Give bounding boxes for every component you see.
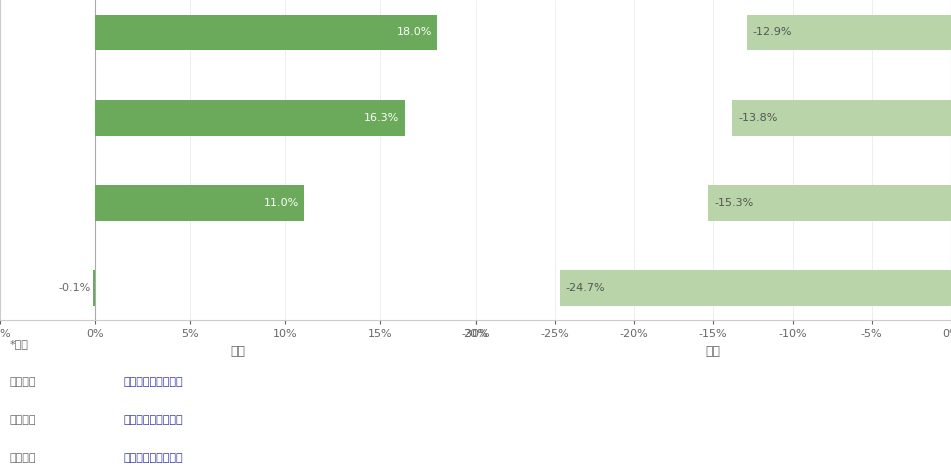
Text: 恆生綜合小型股指數: 恆生綜合小型股指數 xyxy=(124,453,184,463)
Text: -15.3%: -15.3% xyxy=(715,198,754,208)
Text: 中型股：: 中型股： xyxy=(10,415,36,425)
Text: 恆生綜合中型股指數: 恆生綜合中型股指數 xyxy=(124,415,184,425)
Text: -13.8%: -13.8% xyxy=(739,113,778,123)
Bar xyxy=(95,185,304,221)
Bar xyxy=(747,15,951,50)
Text: -24.7%: -24.7% xyxy=(566,283,606,293)
X-axis label: 變動: 變動 xyxy=(230,345,245,358)
X-axis label: 變動: 變動 xyxy=(706,345,721,358)
Bar xyxy=(93,270,95,306)
Bar xyxy=(95,100,405,135)
Text: 大型股：: 大型股： xyxy=(10,377,36,387)
Text: 16.3%: 16.3% xyxy=(364,113,399,123)
Bar xyxy=(95,15,437,50)
Text: 小型股：: 小型股： xyxy=(10,453,36,463)
Bar xyxy=(732,100,951,135)
Text: 恆生綜合大型股指數: 恆生綜合大型股指數 xyxy=(124,377,184,387)
Text: *注：: *注： xyxy=(10,339,29,349)
Text: -12.9%: -12.9% xyxy=(753,27,792,37)
Text: -0.1%: -0.1% xyxy=(58,283,90,293)
Bar xyxy=(708,185,951,221)
Text: 11.0%: 11.0% xyxy=(263,198,299,208)
Bar xyxy=(559,270,951,306)
Text: 18.0%: 18.0% xyxy=(397,27,432,37)
